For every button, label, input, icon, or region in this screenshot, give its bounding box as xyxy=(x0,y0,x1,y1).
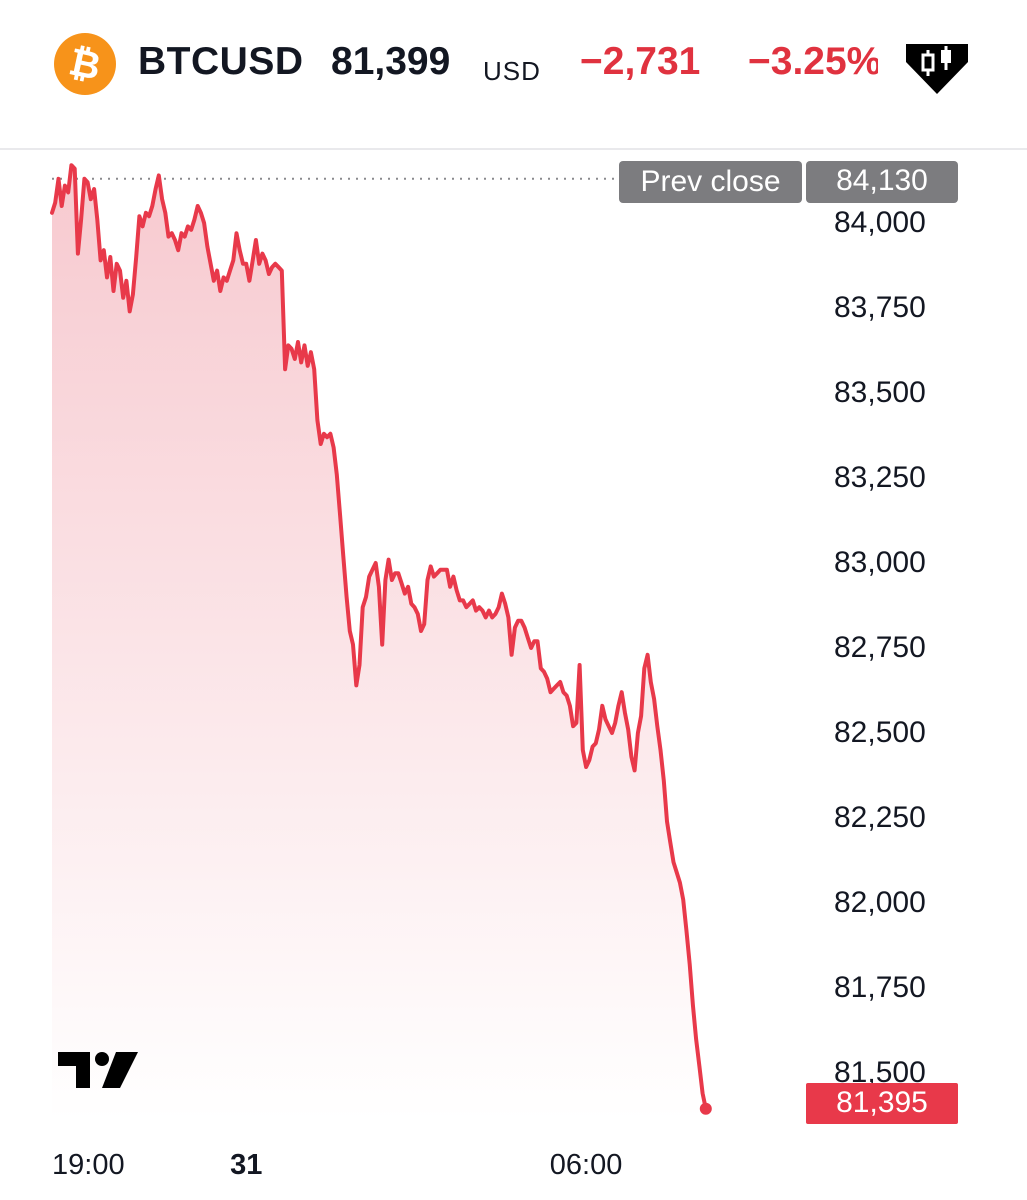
y-tick-label: 82,250 xyxy=(834,801,926,834)
y-tick-label: 83,250 xyxy=(834,461,926,494)
last-price-tag: 81,395 xyxy=(806,1083,958,1124)
y-tick-label: 82,000 xyxy=(834,886,926,919)
price-line xyxy=(50,163,708,1111)
x-tick-label: 19:00 xyxy=(52,1149,125,1181)
header: ₿ BTCUSD 81,399 USD −2,731 −3.25% xyxy=(0,0,1027,130)
tradingview-logo[interactable] xyxy=(56,1048,140,1095)
y-tick-label: 81,500 xyxy=(834,1056,926,1089)
header-divider xyxy=(0,148,1027,150)
y-tick-label: 84,000 xyxy=(834,206,926,239)
last-price: 81,399 xyxy=(331,40,451,83)
y-tick-label: 83,000 xyxy=(834,546,926,579)
x-tick-label: 31 xyxy=(230,1149,263,1181)
price-change-pct-container: −3.25% xyxy=(748,40,878,90)
prev-close-label: Prev close xyxy=(619,161,802,203)
y-tick-label: 82,750 xyxy=(834,631,926,664)
last-price-dot xyxy=(699,1102,712,1115)
symbol-name: BTCUSD xyxy=(138,40,304,83)
y-tick-label: 83,500 xyxy=(834,376,926,409)
bitcoin-icon: ₿ xyxy=(54,33,116,95)
y-tick-label: 82,500 xyxy=(834,716,926,749)
candlestick-icon[interactable] xyxy=(902,36,972,98)
price-area xyxy=(52,165,706,1120)
y-tick-label: 81,750 xyxy=(834,971,926,1004)
price-change: −2,731 xyxy=(580,40,701,83)
price-change-pct: −3.25% xyxy=(748,40,878,83)
prev-close-value: 84,130 xyxy=(806,161,958,203)
y-tick-label: 83,750 xyxy=(834,291,926,324)
x-tick-label: 06:00 xyxy=(549,1149,623,1181)
currency-label: USD xyxy=(483,56,541,86)
